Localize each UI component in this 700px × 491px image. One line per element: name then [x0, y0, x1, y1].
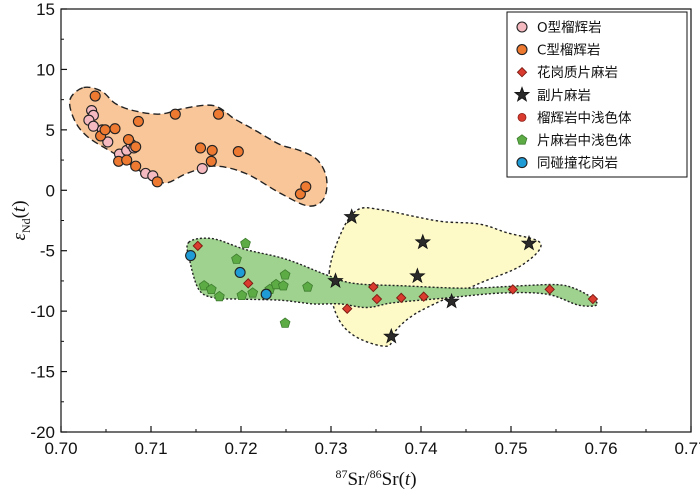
legend-marker: [516, 66, 528, 78]
legend-marker: [516, 157, 528, 169]
legend-marker: [516, 134, 528, 145]
legend-entry: 花岗质片麻岩: [537, 65, 618, 81]
data-point: [236, 289, 248, 300]
legend-entry: 副片麻岩: [537, 88, 591, 104]
data-point: [130, 160, 142, 172]
y-tick-label: 15: [36, 0, 55, 19]
legend-entry: 片麻岩中浅色体: [537, 132, 632, 149]
data-point: [232, 146, 244, 158]
series-4: [327, 208, 538, 344]
data-point: [520, 234, 538, 251]
data-point: [205, 283, 217, 294]
legend-marker: [516, 44, 528, 56]
y-tick-label: -15: [30, 363, 55, 382]
data-point: [242, 278, 254, 289]
data-point: [279, 317, 291, 328]
y-tick-label: 0: [46, 181, 55, 200]
y-tick-label: 5: [46, 121, 55, 140]
legend-marker: [517, 113, 527, 122]
data-point: [300, 181, 312, 193]
x-tick-label: 0.75: [494, 439, 527, 458]
series-2: [89, 90, 312, 200]
data-point: [194, 142, 207, 154]
data-point: [169, 108, 181, 120]
data-point: [371, 293, 383, 305]
y-tick-label: -5: [40, 242, 55, 261]
data-point: [121, 154, 133, 166]
data-point: [185, 249, 197, 262]
x-tick-label: 0.73: [314, 439, 347, 458]
data-point: [443, 292, 460, 309]
data-point: [102, 136, 114, 148]
data-point: [132, 115, 144, 127]
data-point: [122, 133, 135, 146]
yellow-field: [328, 207, 542, 347]
data-point: [151, 176, 163, 188]
y-tick-label: 10: [36, 60, 55, 79]
data-point: [214, 290, 225, 302]
data-point: [234, 266, 246, 279]
data-point: [544, 284, 555, 295]
data-point: [247, 287, 259, 298]
data-point: [196, 162, 208, 175]
y-axis-label: εNd(t): [9, 200, 33, 240]
data-point: [130, 141, 142, 153]
x-tick-label: 0.71: [134, 439, 167, 458]
data-point: [89, 90, 101, 102]
y-tick-label: -10: [30, 302, 55, 321]
data-point: [395, 292, 407, 304]
data-point: [507, 284, 519, 295]
axes: 0.70 0.71 0.72 0.73 0.74 0.75 0.76 0.77 15 10 5 0 -5…: [30, 0, 700, 458]
data-point: [109, 123, 121, 135]
data-point: [205, 155, 217, 167]
data-point: [418, 291, 429, 302]
series-7: [185, 249, 272, 300]
data-point: [383, 327, 400, 344]
data-point: [414, 233, 432, 250]
data-point: [343, 208, 360, 224]
data-point: [212, 108, 225, 120]
x-axis-label: 87Sr/86Sr(t): [335, 467, 416, 490]
legend-entry: 同碰撞花岗岩: [537, 156, 618, 172]
data-point: [240, 237, 251, 249]
legend-entry: 榴辉岩中浅色体: [537, 109, 632, 126]
legend-entry: C型榴辉岩: [537, 43, 600, 59]
data-point: [368, 281, 379, 293]
data-point: [279, 269, 291, 280]
data-point: [302, 281, 313, 292]
y-tick-label: -20: [30, 423, 55, 442]
data-points: [83, 90, 599, 344]
data-point: [192, 240, 204, 252]
legend-entry: O型榴辉岩: [537, 20, 602, 36]
x-tick-label: 0.72: [224, 439, 257, 458]
data-point: [277, 280, 289, 291]
data-point: [206, 144, 218, 156]
data-point: [341, 303, 353, 314]
legend-box: [506, 11, 688, 178]
data-point: [260, 288, 272, 300]
legend-marker: [516, 21, 528, 33]
data-point: [587, 293, 599, 305]
series-3: [192, 240, 599, 314]
data-point: [231, 253, 242, 264]
data-point: [270, 278, 282, 290]
legend-marker: [513, 86, 531, 102]
data-point: [327, 272, 344, 288]
x-tick-label: 0.76: [584, 439, 617, 458]
data-point: [409, 267, 426, 284]
x-tick-label: 0.74: [404, 439, 437, 458]
x-tick-label: 0.77: [674, 439, 700, 458]
x-tick-label: 0.70: [44, 439, 77, 458]
data-point: [99, 124, 111, 136]
data-point: [294, 188, 306, 200]
